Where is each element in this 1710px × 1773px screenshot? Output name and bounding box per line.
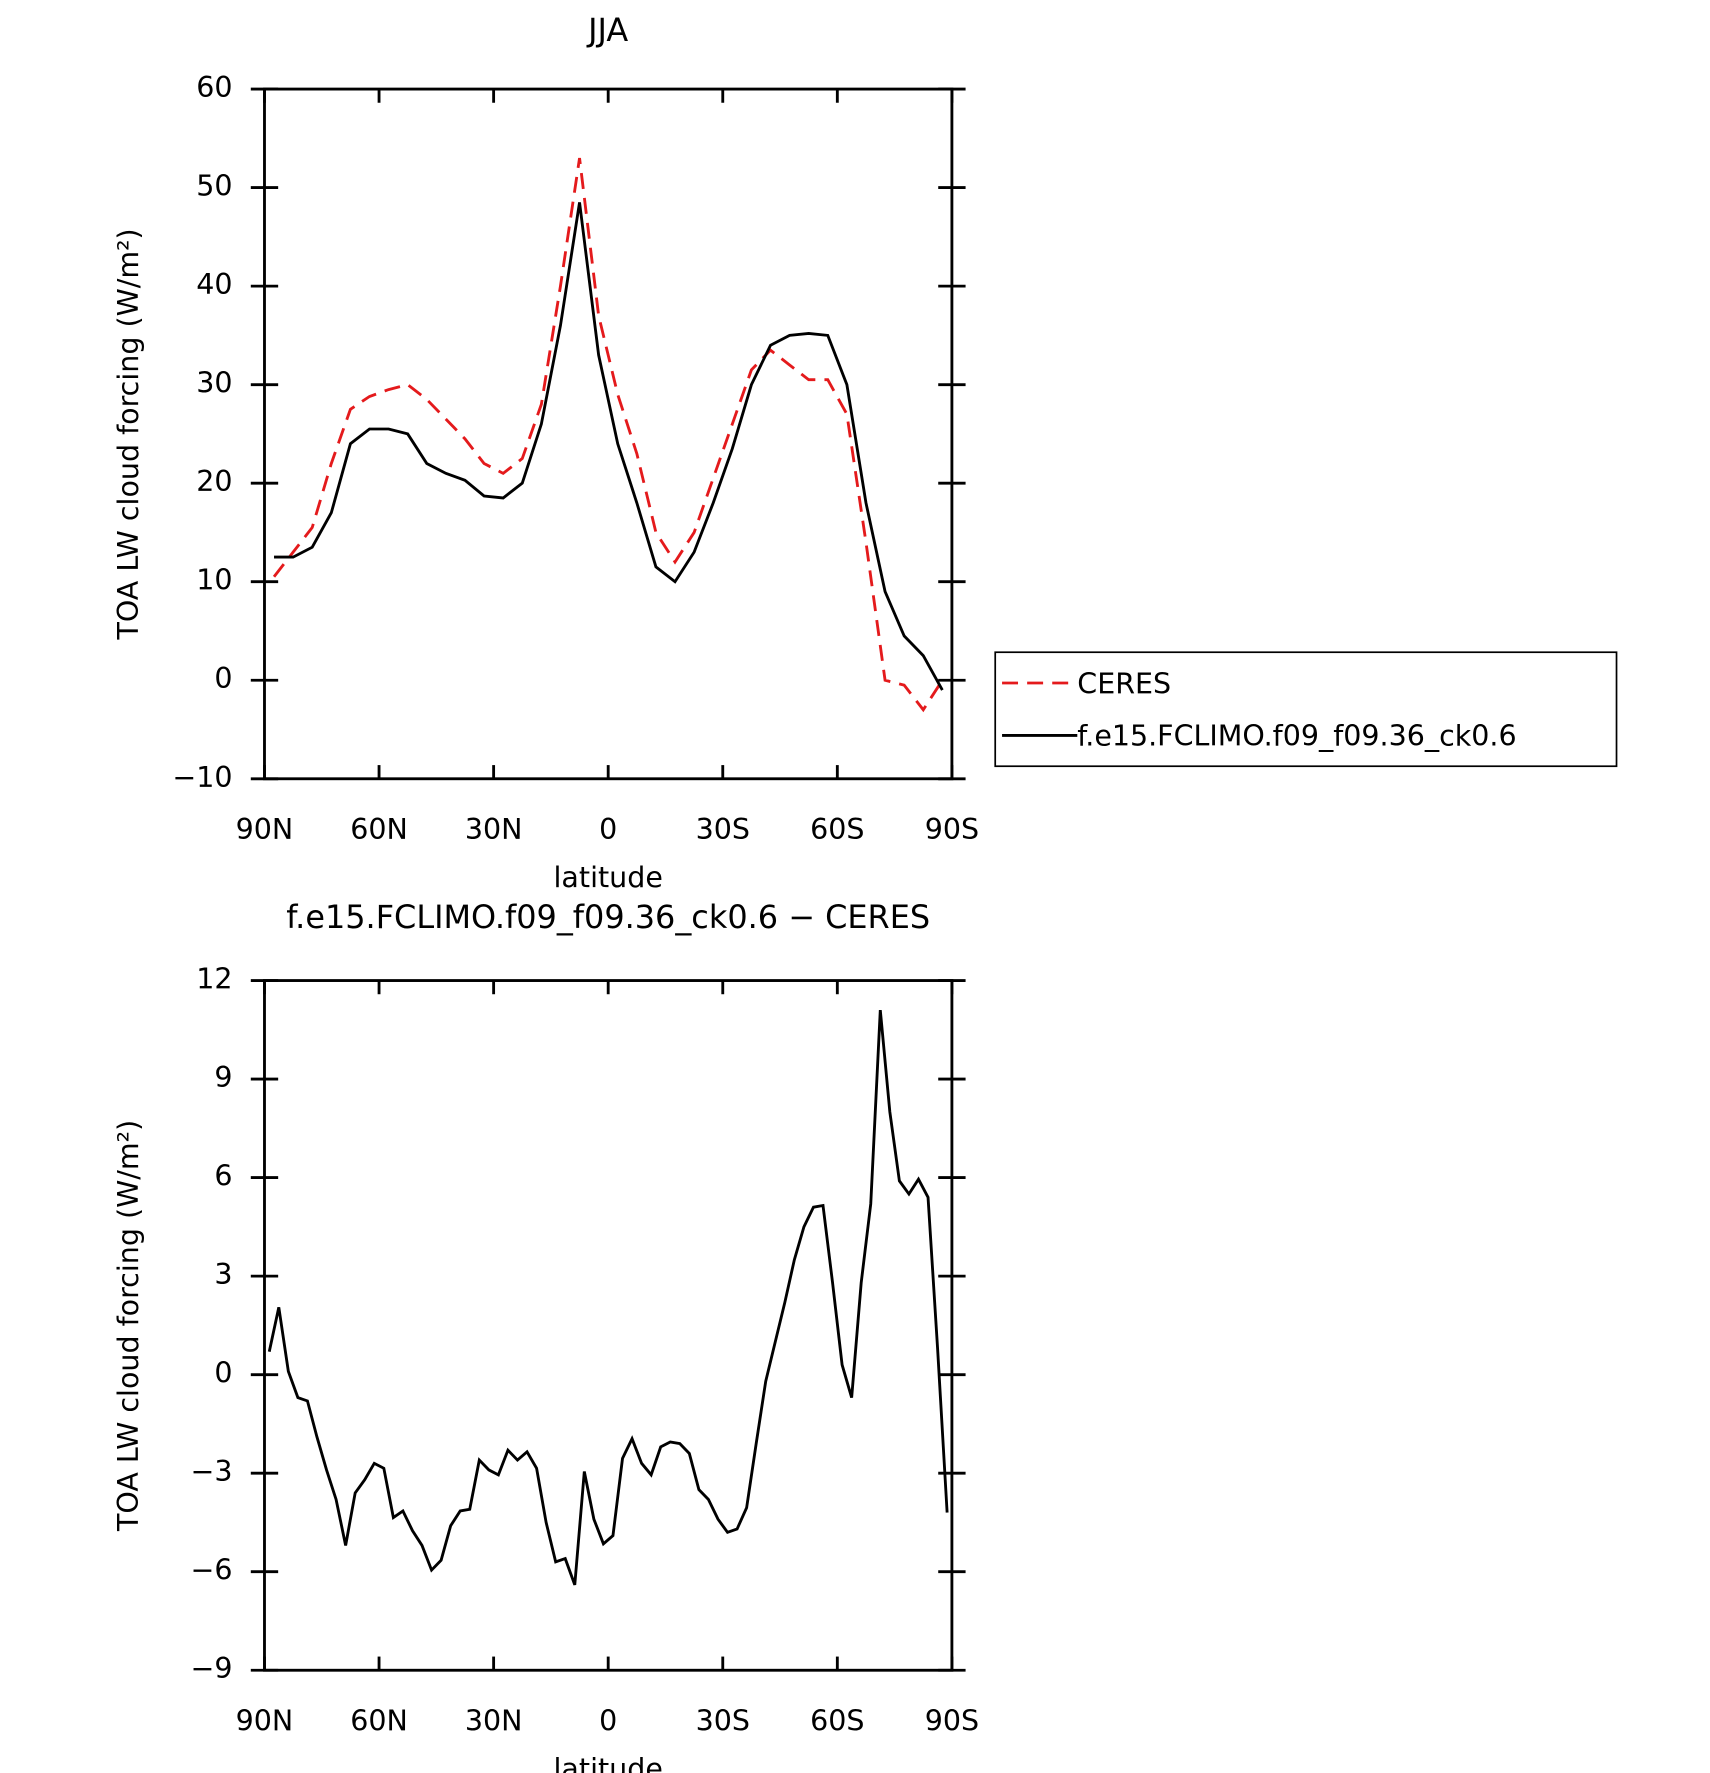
x-tick-label: 60N <box>350 1705 408 1738</box>
x-tick-label: 30N <box>465 813 523 846</box>
x-tick-label: 60S <box>810 1705 864 1738</box>
y-tick-label: 60 <box>196 71 232 104</box>
chart-title: f.e15.FCLIMO.f09_f09.36_ck0.6 − CERES <box>286 898 930 936</box>
x-tick-label: 90N <box>236 1705 294 1738</box>
y-tick-label: 20 <box>196 465 232 498</box>
y-tick-label: 3 <box>214 1258 232 1291</box>
chart-title: JJA <box>586 11 628 49</box>
y-tick-label: 10 <box>196 564 232 597</box>
x-tick-label: 30N <box>465 1705 523 1738</box>
x-tick-label: 60N <box>350 813 408 846</box>
y-tick-label: 0 <box>214 662 232 695</box>
data-line <box>267 1009 949 1586</box>
x-axis-label: latitude <box>554 1753 663 1773</box>
x-tick-label: 60S <box>810 813 864 846</box>
x-tick-label: 0 <box>599 1705 617 1738</box>
data-line <box>274 202 944 691</box>
x-tick-label: 0 <box>599 813 617 846</box>
legend-label: f.e15.FCLIMO.f09_f09.36_ck0.6 <box>1077 720 1516 753</box>
x-tick-label: 90S <box>925 813 979 846</box>
legend-box <box>994 651 1618 768</box>
y-axis-label: TOA LW cloud forcing (W/m²) <box>112 228 145 640</box>
y-tick-label: −3 <box>191 1455 233 1488</box>
y-tick-label: 0 <box>214 1357 232 1390</box>
y-axis-label: TOA LW cloud forcing (W/m²) <box>112 1120 145 1532</box>
y-tick-label: 30 <box>196 367 232 400</box>
plot-frame <box>263 979 954 1672</box>
y-tick-label: 40 <box>196 268 232 301</box>
data-line <box>272 157 944 713</box>
x-tick-label: 90N <box>236 813 294 846</box>
y-tick-label: 6 <box>214 1160 232 1193</box>
y-tick-label: 50 <box>196 170 232 203</box>
y-tick-label: −10 <box>172 761 232 794</box>
y-tick-label: −9 <box>191 1652 233 1685</box>
x-tick-label: 90S <box>925 1705 979 1738</box>
y-tick-label: −6 <box>191 1554 233 1587</box>
x-axis-label: latitude <box>554 861 663 894</box>
y-tick-label: 12 <box>196 963 232 996</box>
x-tick-label: 30S <box>696 1705 750 1738</box>
legend-label: CERES <box>1077 667 1171 700</box>
y-tick-label: 9 <box>214 1061 232 1094</box>
x-tick-label: 30S <box>696 813 750 846</box>
